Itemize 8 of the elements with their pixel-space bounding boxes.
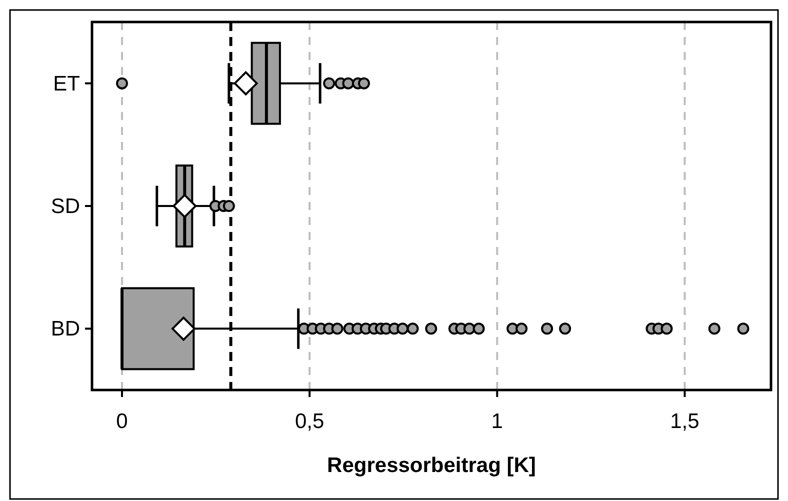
x-tick-label: 0: [116, 410, 128, 433]
x-axis-title: Regressorbeitrag [K]: [327, 454, 536, 477]
x-tick-label: 1,5: [670, 410, 700, 433]
x-tick-label: 1: [491, 410, 503, 433]
y-tick-label: ET: [53, 72, 80, 96]
y-tick-label: SD: [50, 195, 80, 218]
x-tick-label: 0,5: [294, 410, 324, 433]
y-tick-label: BD: [50, 318, 80, 341]
